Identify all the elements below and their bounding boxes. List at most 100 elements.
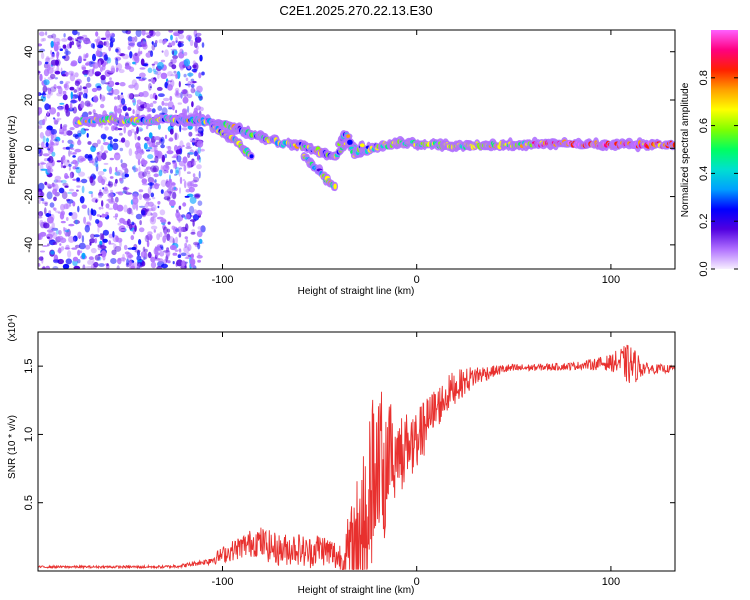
noise-speckle	[141, 210, 146, 216]
chart-title: C2E1.2025.270.22.13.E30	[279, 3, 432, 18]
noise-speckle	[154, 156, 158, 164]
noise-speckle	[80, 196, 85, 203]
noise-speckle	[190, 258, 196, 265]
noise-speckle	[142, 178, 148, 184]
noise-speckle	[63, 165, 66, 168]
noise-speckle	[79, 92, 83, 95]
noise-speckle	[93, 63, 95, 71]
noise-speckle	[150, 50, 153, 57]
noise-speckle	[199, 55, 202, 62]
noise-speckle	[69, 41, 72, 48]
noise-speckle	[108, 181, 113, 187]
noise-speckle	[84, 74, 87, 77]
noise-speckle	[154, 229, 156, 233]
noise-speckle	[110, 41, 114, 47]
noise-speckle	[182, 89, 188, 97]
noise-speckle	[47, 67, 54, 74]
noise-speckle	[50, 202, 55, 207]
noise-speckle	[147, 231, 152, 235]
noise-speckle	[80, 158, 86, 162]
colorbar-tick-label: 0.6	[698, 118, 710, 133]
noise-speckle	[64, 51, 71, 55]
spectrogram-x-axis-title: Height of straight line (km)	[298, 286, 415, 297]
noise-speckle	[175, 74, 178, 79]
noise-speckle	[95, 31, 98, 36]
noise-speckle	[44, 103, 49, 110]
noise-speckle	[159, 170, 163, 177]
noise-speckle	[184, 52, 188, 56]
noise-speckle	[169, 96, 172, 101]
noise-speckle	[87, 260, 93, 265]
noise-speckle	[176, 149, 181, 154]
noise-speckle	[122, 166, 127, 171]
noise-speckle	[100, 75, 105, 81]
noise-speckle	[145, 235, 149, 242]
noise-speckle	[100, 145, 103, 152]
noise-speckle	[95, 219, 99, 224]
noise-speckle	[170, 129, 174, 135]
noise-speckle	[171, 41, 175, 46]
noise-speckle	[126, 258, 129, 266]
noise-speckle	[45, 130, 51, 137]
noise-speckle	[127, 107, 131, 111]
spectrogram-y-tick-label: 20	[23, 94, 35, 106]
noise-speckle	[86, 266, 93, 269]
noise-speckle	[102, 187, 104, 189]
noise-speckle	[80, 250, 82, 253]
noise-speckle	[100, 233, 103, 240]
noise-speckle	[87, 133, 89, 138]
noise-speckle	[136, 214, 142, 220]
noise-speckle	[136, 126, 139, 134]
noise-speckle	[115, 82, 119, 85]
snr-y-tick-label: 0.5	[23, 495, 35, 510]
noise-speckle	[135, 250, 141, 253]
noise-speckle	[49, 184, 56, 187]
noise-speckle	[154, 146, 157, 152]
noise-speckle	[108, 208, 113, 210]
noise-speckle	[123, 126, 126, 134]
noise-speckle	[163, 170, 167, 174]
noise-speckle	[152, 41, 154, 45]
noise-speckle	[182, 127, 188, 130]
noise-speckle	[76, 41, 81, 47]
noise-speckle	[175, 88, 180, 93]
noise-speckle	[151, 204, 157, 211]
noise-speckle	[67, 250, 71, 258]
noise-speckle	[157, 206, 159, 208]
noise-speckle	[168, 236, 174, 243]
noise-speckle	[97, 152, 99, 158]
noise-speckle	[199, 171, 201, 179]
noise-speckle	[132, 62, 136, 65]
noise-speckle	[39, 74, 42, 81]
noise-speckle	[121, 137, 125, 142]
noise-speckle	[189, 206, 194, 214]
noise-speckle	[83, 217, 86, 224]
noise-speckle	[68, 164, 71, 167]
noise-speckle	[175, 110, 177, 114]
noise-speckle	[161, 60, 165, 63]
noise-speckle	[72, 160, 77, 165]
noise-speckle	[44, 207, 47, 214]
noise-speckle	[168, 222, 171, 225]
noise-speckle	[197, 154, 200, 162]
noise-speckle	[147, 154, 153, 159]
noise-speckle	[163, 39, 166, 43]
noise-speckle	[55, 176, 62, 181]
noise-speckle	[112, 231, 114, 238]
noise-speckle	[160, 139, 163, 142]
noise-speckle	[170, 35, 173, 41]
noise-speckle	[182, 145, 185, 147]
noise-speckle	[119, 178, 122, 182]
noise-speckle	[60, 124, 62, 129]
noise-speckle	[182, 202, 186, 206]
noise-speckle	[63, 45, 67, 49]
noise-speckle	[43, 95, 45, 98]
noise-speckle	[78, 172, 85, 177]
noise-speckle	[157, 248, 162, 251]
snr-y-axis-title: SNR (10 * v/v)	[7, 415, 18, 479]
noise-speckle	[65, 230, 70, 233]
noise-speckle	[54, 38, 61, 43]
noise-speckle	[83, 59, 86, 61]
noise-speckle	[52, 189, 57, 195]
noise-speckle	[85, 63, 89, 66]
